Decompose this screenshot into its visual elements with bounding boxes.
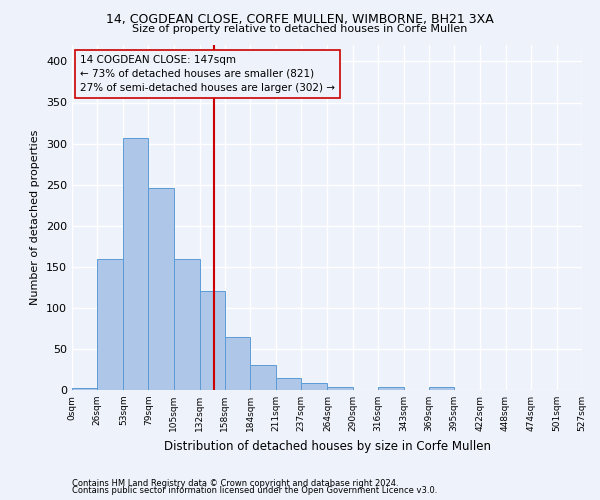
Text: Contains public sector information licensed under the Open Government Licence v3: Contains public sector information licen… (72, 486, 437, 495)
Bar (429, 386, 454, 390)
Bar (378, 386, 404, 390)
Bar (328, 386, 353, 390)
Bar (301, 384, 328, 390)
Text: Size of property relative to detached houses in Corfe Mullen: Size of property relative to detached ho… (133, 24, 467, 34)
X-axis label: Distribution of detached houses by size in Corfe Mullen: Distribution of detached houses by size … (163, 440, 491, 452)
Bar (97, 258, 123, 390)
Text: 14 COGDEAN CLOSE: 147sqm
← 73% of detached houses are smaller (821)
27% of semi-: 14 COGDEAN CLOSE: 147sqm ← 73% of detach… (80, 55, 335, 93)
Bar (72, 388, 97, 390)
Y-axis label: Number of detached properties: Number of detached properties (31, 130, 40, 305)
Bar (148, 188, 173, 390)
Bar (173, 258, 200, 390)
Bar (250, 364, 276, 390)
Text: 14, COGDEAN CLOSE, CORFE MULLEN, WIMBORNE, BH21 3XA: 14, COGDEAN CLOSE, CORFE MULLEN, WIMBORN… (106, 12, 494, 26)
Text: Contains HM Land Registry data © Crown copyright and database right 2024.: Contains HM Land Registry data © Crown c… (72, 478, 398, 488)
Bar (123, 138, 148, 390)
Bar (276, 378, 301, 390)
Bar (200, 292, 225, 390)
Bar (225, 336, 250, 390)
